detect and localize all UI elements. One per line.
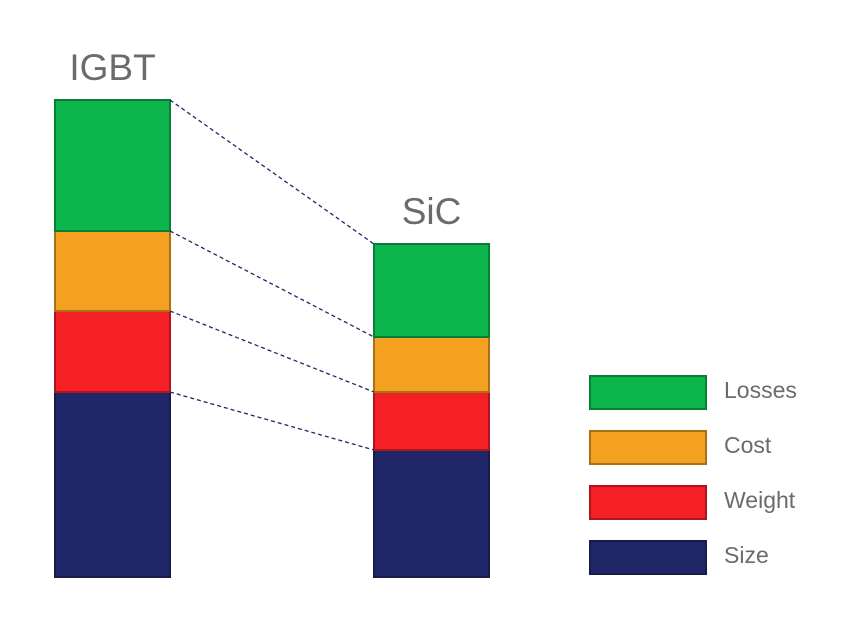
legend-label: Losses — [724, 377, 797, 403]
category-label: IGBT — [69, 47, 155, 88]
bar-segment — [373, 336, 490, 393]
connector — [169, 99, 375, 245]
bar-segment — [54, 230, 171, 312]
bar-segment — [373, 243, 490, 338]
legend-swatch — [589, 430, 707, 465]
legend-swatch — [589, 375, 707, 410]
legend-label: Cost — [724, 432, 772, 458]
legend-swatch — [589, 485, 707, 520]
legend-label: Weight — [724, 487, 796, 513]
legend-label: Size — [724, 542, 769, 568]
bar-segment — [54, 391, 171, 578]
bar-segment — [373, 449, 490, 578]
category-label: SiC — [402, 191, 462, 232]
bar-segment — [54, 99, 171, 232]
legend-swatch — [589, 540, 707, 575]
connector — [169, 391, 375, 451]
bar-segment — [54, 310, 171, 393]
connector — [169, 230, 375, 338]
bar-segment — [373, 391, 490, 451]
connector — [169, 310, 375, 393]
